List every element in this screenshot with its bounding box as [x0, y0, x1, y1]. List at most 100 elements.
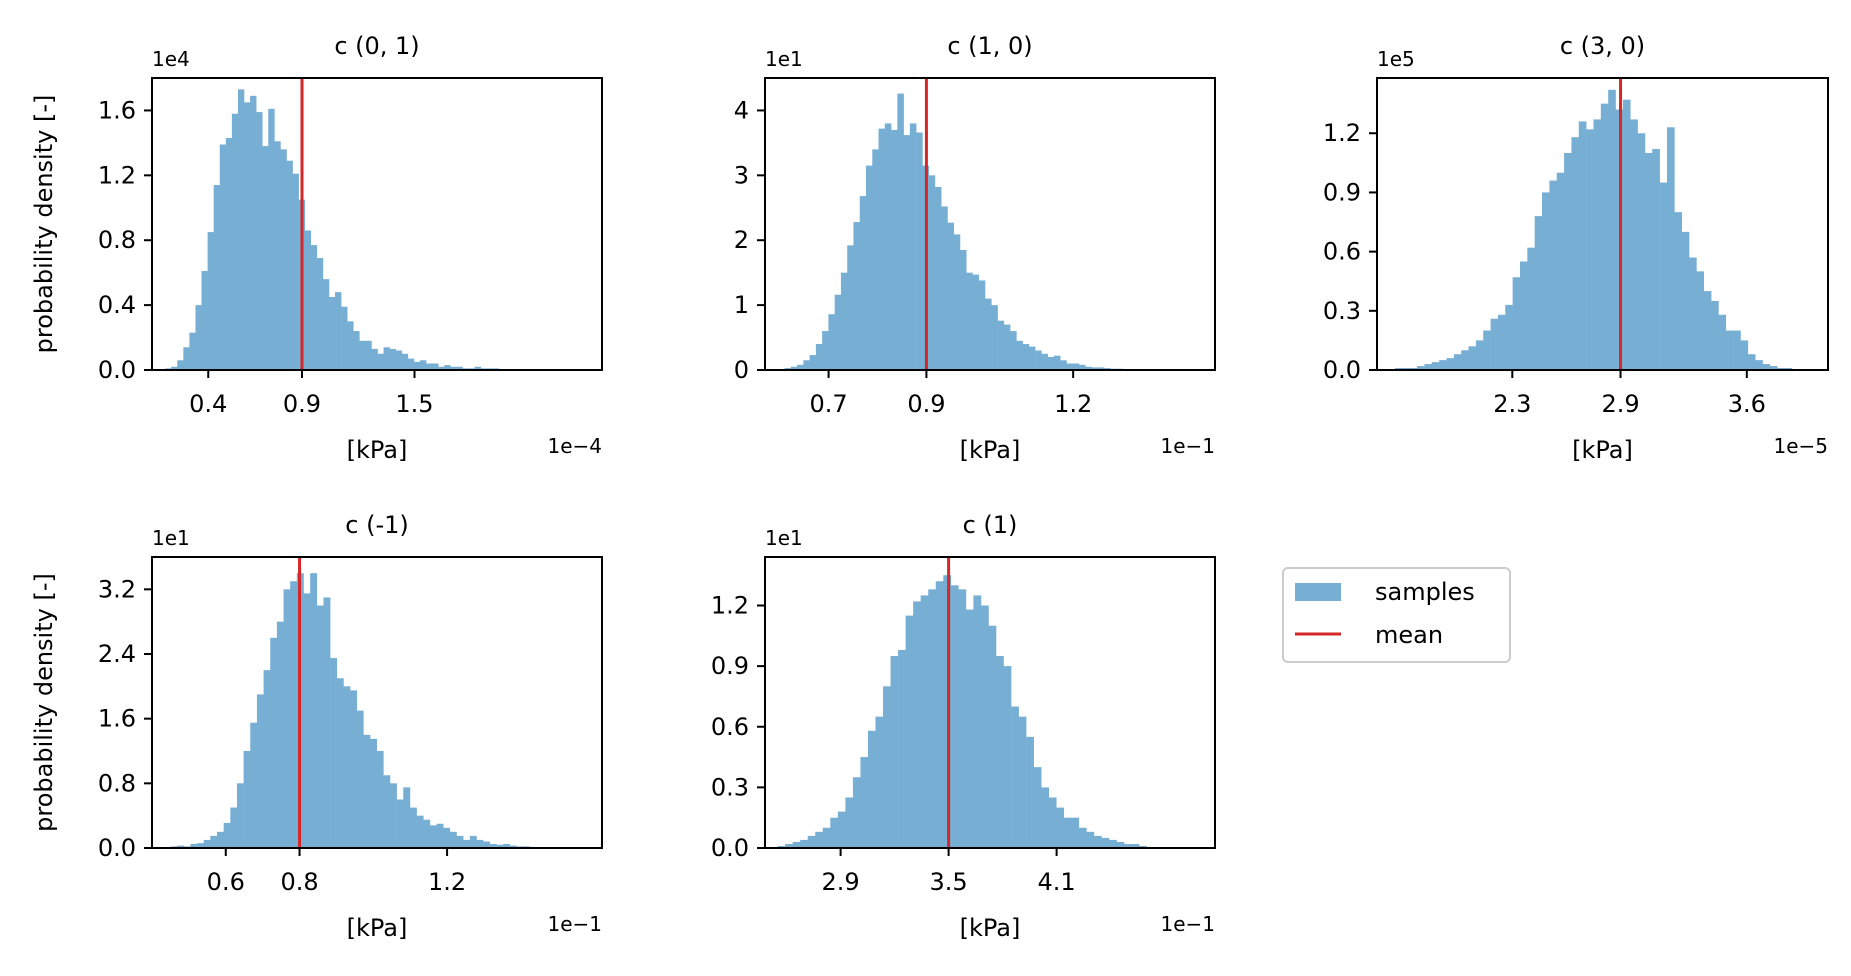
histogram-bar: [845, 797, 854, 848]
y-tick-label: 0: [734, 356, 749, 384]
histogram-bar: [207, 232, 214, 370]
histogram-bar: [1078, 827, 1087, 848]
chart-panel: 0.7 0.9 1.2 0 1 2 3 4 c (1, 0) [kPa] 1e−1 1e1: [734, 32, 1216, 464]
histogram-bar: [928, 175, 936, 370]
histogram-bar: [336, 678, 344, 848]
histogram-bar: [1490, 318, 1499, 370]
histogram-bar: [341, 306, 348, 370]
y-tick-label: 0.0: [98, 834, 136, 862]
histogram-bar: [413, 361, 421, 370]
y-tick-label: 0.0: [1323, 356, 1361, 384]
y-axis-exponent: 1e5: [1377, 47, 1415, 71]
histogram-bar: [1116, 841, 1125, 848]
histogram-bar: [905, 615, 914, 848]
histogram-bar: [429, 825, 437, 848]
histogram-bar: [1439, 360, 1447, 370]
histogram-bar: [474, 366, 481, 370]
y-tick-label: 3.2: [98, 575, 136, 603]
histogram-bar: [396, 799, 404, 848]
y-tick-label: 0.6: [711, 713, 749, 741]
histogram-bar: [1593, 119, 1602, 371]
histogram-bar: [1674, 212, 1682, 370]
histogram-bar: [268, 108, 275, 370]
histogram-bar: [177, 360, 184, 370]
histogram-bar: [250, 95, 257, 370]
histogram-bar: [1681, 231, 1690, 370]
x-tick-label: 0.7: [810, 390, 848, 418]
histogram-bar: [1453, 354, 1462, 370]
histogram-bar: [809, 355, 817, 370]
histogram-bar: [834, 294, 842, 370]
histogram-bar: [1072, 363, 1080, 370]
x-tick-label: 3.5: [930, 868, 968, 896]
chart-panel: 2.9 3.5 4.1 0.0 0.3 0.6 0.9 1.2 c (1) [kPa] 1e−1 1e…: [711, 511, 1216, 942]
histogram-bar: [323, 597, 331, 848]
histogram-bar: [363, 734, 371, 848]
histogram-bar: [1124, 843, 1132, 848]
y-axis-exponent: 1e1: [765, 47, 803, 71]
histogram-bar: [958, 589, 967, 848]
histogram-bar: [310, 573, 318, 848]
y-tick-label: 0.6: [1323, 238, 1361, 266]
axes-frame: [151, 556, 603, 849]
histogram-bar: [1018, 716, 1027, 848]
histogram-bar: [1461, 350, 1469, 370]
histogram-bar: [383, 347, 390, 370]
histogram-bar: [1066, 363, 1074, 370]
histogram-bar: [197, 843, 204, 848]
histogram-bar: [1101, 837, 1110, 848]
histogram-bar: [913, 601, 921, 848]
x-tick-label: 0.4: [189, 390, 227, 418]
chart-title: c (0, 1): [334, 32, 419, 60]
chart-panel: 0.6 0.8 1.2 0.0 0.8 1.6 2.4 3.2 c (-1) [kPa] 1e−1 1…: [30, 511, 603, 942]
histogram-bar: [1637, 133, 1646, 370]
x-tick-label: 2.3: [1493, 390, 1531, 418]
histogram-bar: [1505, 304, 1513, 370]
y-tick-label: 0.8: [98, 226, 136, 254]
histogram-bar: [1689, 257, 1697, 370]
histogram-bar: [456, 835, 464, 849]
x-axis-exponent: 1e−1: [1160, 434, 1215, 458]
histogram-bar: [274, 141, 281, 370]
histogram-bar: [407, 358, 415, 370]
histogram-bar: [1053, 355, 1061, 370]
histogram-bar: [853, 222, 861, 370]
histogram-bar: [867, 730, 876, 848]
histogram-bar: [262, 146, 269, 370]
histogram-bar: [884, 123, 892, 370]
histogram-bar: [210, 835, 218, 849]
x-tick-label: 2.9: [822, 868, 860, 896]
y-tick-label: 0.9: [711, 652, 749, 680]
histogram-bar: [243, 751, 251, 848]
histogram-bar: [432, 363, 439, 370]
histogram-bar: [1534, 216, 1543, 370]
x-axis-exponent: 1e−4: [547, 434, 602, 458]
y-tick-label: 2: [734, 226, 749, 254]
histogram-bar: [859, 196, 867, 370]
x-tick-label: 4.1: [1038, 868, 1076, 896]
chart-title: c (-1): [345, 511, 408, 539]
x-axis-exponent: 1e−5: [1773, 434, 1828, 458]
histogram-bar: [483, 841, 491, 848]
histogram-bar: [959, 249, 967, 370]
histogram-bar: [1446, 358, 1455, 370]
histogram-bar: [1010, 331, 1017, 370]
histogram-bar: [890, 656, 899, 848]
histogram-bar: [489, 843, 497, 848]
histogram-bar: [409, 807, 417, 848]
chart-title: c (3, 0): [1560, 32, 1645, 60]
histogram-bar: [928, 589, 937, 848]
y-tick-label: 0.4: [98, 291, 136, 319]
histogram-bar: [203, 839, 211, 848]
histogram-bar: [847, 245, 854, 370]
histogram-bar: [395, 350, 403, 370]
histogram-bar: [503, 843, 511, 848]
histogram-bar: [1475, 340, 1484, 370]
histogram-bar: [1608, 89, 1616, 370]
histogram-bar: [190, 843, 198, 848]
histogram-bar: [183, 347, 190, 370]
histogram-bar: [403, 787, 411, 849]
histogram-bar: [1527, 247, 1535, 370]
histogram-bar: [416, 815, 424, 848]
x-tick-label: 2.9: [1601, 390, 1639, 418]
